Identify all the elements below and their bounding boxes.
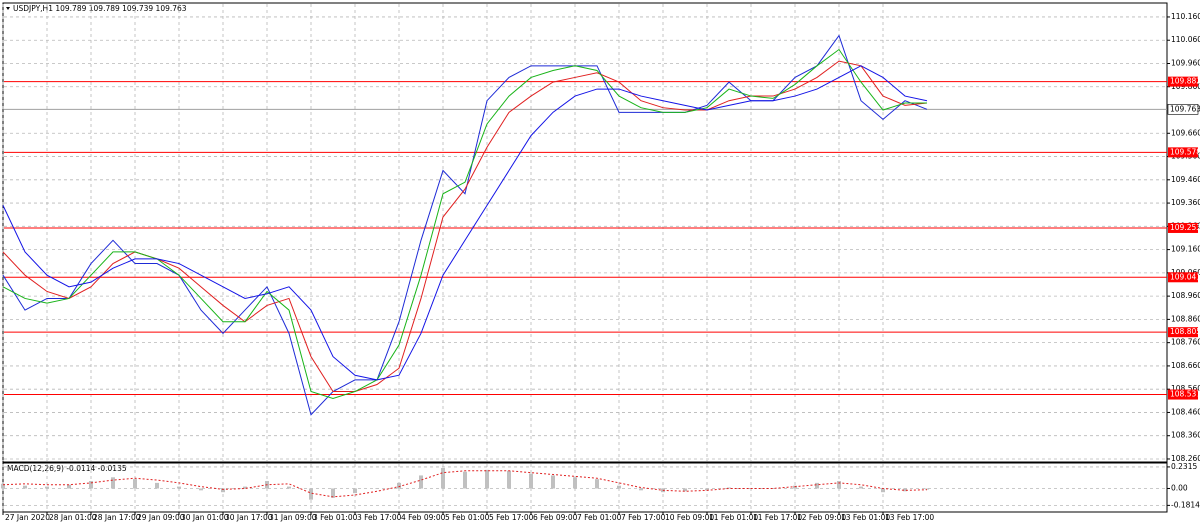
histogram-bar <box>507 470 511 489</box>
x-tick-label: 11 Feb 01:00 <box>709 513 758 522</box>
x-tick-label: 5 Feb 01:00 <box>445 513 490 522</box>
level-label-box <box>1168 76 1198 87</box>
level-label-box <box>1168 147 1198 158</box>
y-tick-label: 109.660 <box>1171 128 1200 137</box>
y-tick-label: 109.360 <box>1171 198 1200 207</box>
histogram-bar <box>419 475 423 489</box>
series-line <box>2 65 928 381</box>
x-tick-label: 13 Feb 17:00 <box>885 513 934 522</box>
x-tick-label: 30 Jan 17:00 <box>225 513 273 522</box>
histogram-bar <box>463 471 467 489</box>
x-tick-label: 13 Feb 01:00 <box>841 513 890 522</box>
histogram-bar <box>23 485 27 489</box>
level-label: 109.578 <box>1170 147 1200 156</box>
histogram-bar <box>705 488 709 491</box>
histogram-bar <box>111 477 115 489</box>
y-tick-label: 109.460 <box>1171 175 1200 184</box>
y-tick-label: 108.960 <box>1171 291 1200 300</box>
histogram-bar <box>243 486 247 489</box>
histogram-bar <box>397 482 401 489</box>
x-tick-label: 12 Feb 09:00 <box>797 513 846 522</box>
y-tick-label: 108.560 <box>1171 384 1200 393</box>
macd-title: MACD(12,26,9) -0.0114 -0.0135 <box>7 464 127 473</box>
histogram-bar <box>375 488 379 489</box>
histogram-bar <box>485 469 489 489</box>
x-tick-label: 31 Jan 09:00 <box>269 513 317 522</box>
chart-title: USDJPY,H1 109.789 109.789 109.739 109.76… <box>13 4 187 13</box>
current-price-box <box>1167 104 1199 115</box>
y-tick-label: 110.160 <box>1171 12 1200 21</box>
y-tick-label: 108.860 <box>1171 314 1200 323</box>
x-tick-label: 7 Feb 01:00 <box>577 513 622 522</box>
x-tick-label: 11 Feb 17:00 <box>753 513 802 522</box>
y-tick-label: 108.360 <box>1171 431 1200 440</box>
title-arrow <box>6 7 10 10</box>
histogram-bar <box>815 482 819 489</box>
histogram-bar <box>177 486 181 489</box>
y-tick-label: 108.760 <box>1171 338 1200 347</box>
x-tick-label: 27 Jan 2020 <box>5 513 50 522</box>
level-label-box <box>1168 389 1198 400</box>
histogram-bar <box>287 486 291 489</box>
x-tick-label: 7 Feb 17:00 <box>621 513 666 522</box>
histogram-bar <box>551 475 555 489</box>
x-tick-label: 3 Feb 01:00 <box>313 513 358 522</box>
y-tick-label: 108.460 <box>1171 407 1200 416</box>
x-tick-label: 28 Jan 17:00 <box>93 513 141 522</box>
histogram-bar <box>353 488 357 494</box>
y-tick-label: 109.960 <box>1171 58 1200 67</box>
level-label-box <box>1168 327 1198 338</box>
level-label: 109.253 <box>1170 223 1200 232</box>
histogram-bar <box>771 488 775 489</box>
x-tick-label: 29 Jan 09:00 <box>137 513 185 522</box>
histogram-bar <box>595 479 599 489</box>
y-tick-label: 108.660 <box>1171 361 1200 370</box>
histogram-bar <box>881 488 885 493</box>
histogram-bar <box>617 485 621 489</box>
x-tick-label: 5 Feb 17:00 <box>489 513 534 522</box>
histogram-bar <box>727 487 731 489</box>
level-label-box <box>1168 222 1198 233</box>
level-label: 109.882 <box>1170 77 1200 86</box>
y-tick-label: 110.060 <box>1171 35 1200 44</box>
histogram-bar <box>859 486 863 489</box>
histogram-bar <box>1 483 5 489</box>
histogram-bar <box>309 488 313 500</box>
histogram-bar <box>155 482 159 489</box>
histogram-bar <box>639 488 643 491</box>
histogram-bar <box>199 488 203 491</box>
y-tick-label: 0.2315 <box>1171 462 1197 471</box>
series-line <box>2 470 928 498</box>
histogram-bar <box>45 486 49 489</box>
histogram-bar <box>573 477 577 489</box>
histogram-bar <box>331 488 335 498</box>
x-tick-label: 28 Jan 01:00 <box>49 513 97 522</box>
histogram-bar <box>683 488 687 492</box>
histogram-bar <box>903 488 907 492</box>
histogram-bar <box>441 467 445 489</box>
x-tick-label: 6 Feb 09:00 <box>533 513 578 522</box>
histogram-bar <box>133 479 137 489</box>
histogram-bar <box>89 481 93 489</box>
histogram-bar <box>925 488 929 490</box>
level-label: 108.537 <box>1170 390 1200 399</box>
current-price-label: 109.763 <box>1170 104 1200 113</box>
histogram-bar <box>221 488 225 493</box>
y-tick-label: 109.160 <box>1171 245 1200 254</box>
level-label: 108.805 <box>1170 327 1200 336</box>
histogram-bar <box>529 473 533 489</box>
level-label: 109.041 <box>1170 272 1200 281</box>
y-tick-label: 0.00 <box>1171 483 1188 492</box>
x-tick-label: 3 Feb 17:00 <box>357 513 402 522</box>
histogram-bar <box>837 481 841 489</box>
x-tick-label: 10 Feb 09:00 <box>665 513 714 522</box>
x-tick-label: 30 Jan 01:00 <box>181 513 229 522</box>
y-tick-label: -0.1814 <box>1171 500 1200 509</box>
level-label-box <box>1168 272 1198 283</box>
histogram-bar <box>67 484 71 489</box>
x-tick-label: 4 Feb 09:00 <box>401 513 446 522</box>
y-tick-label: 108.260 <box>1171 454 1200 463</box>
